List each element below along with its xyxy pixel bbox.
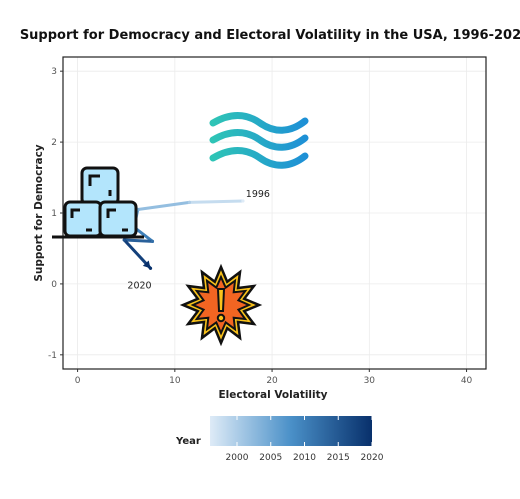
- y-tick-label: 3: [51, 67, 57, 77]
- warning-burst-icon: [179, 263, 263, 347]
- legend-colorbar: [210, 416, 372, 446]
- series-segment: [136, 200, 191, 211]
- series-segment: [122, 238, 154, 243]
- y-tick-label: 1: [51, 209, 57, 219]
- x-tick-label: 0: [75, 376, 81, 386]
- legend: Year 2000 2005 2010 2015 2020: [175, 416, 384, 463]
- x-axis-title: Electoral Volatility: [219, 389, 328, 401]
- y-tick-label: 0: [51, 280, 57, 290]
- waves-icon: [209, 112, 309, 169]
- legend-tick-label: 2000: [226, 453, 249, 463]
- annotation-label: 2020: [127, 280, 151, 291]
- data-point: [187, 200, 192, 204]
- annotation-label: 1996: [246, 189, 270, 200]
- plot-area: 0 10 20 30 40 -1 0 1 2 3 1996 2020: [48, 56, 487, 386]
- series-segment: [187, 199, 245, 204]
- x-tick-label: 30: [364, 376, 376, 386]
- series-arrowhead: [142, 260, 151, 269]
- data-point: [150, 239, 155, 243]
- chart-title: Support for Democracy and Electoral Vola…: [20, 28, 520, 43]
- x-tick-label: 10: [169, 376, 181, 386]
- data-point: [122, 238, 126, 242]
- legend-title: Year: [175, 436, 201, 447]
- y-tick-label: 2: [51, 138, 57, 148]
- x-tick-label: 20: [266, 376, 278, 386]
- legend-tick-label: 2020: [361, 453, 384, 463]
- legend-tick-label: 2010: [293, 453, 316, 463]
- data-point: [241, 199, 245, 203]
- y-axis-title: Support for Democracy: [33, 144, 45, 281]
- y-tick-label: -1: [48, 351, 57, 361]
- data-point: [148, 266, 153, 270]
- legend-tick-label: 2005: [259, 453, 282, 463]
- ice-cubes-icon: [52, 166, 144, 239]
- legend-tick-label: 2015: [327, 453, 350, 463]
- x-tick-label: 40: [461, 376, 473, 386]
